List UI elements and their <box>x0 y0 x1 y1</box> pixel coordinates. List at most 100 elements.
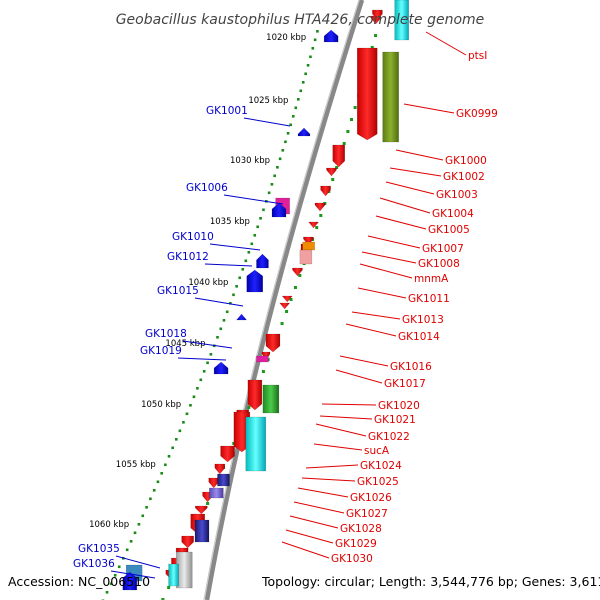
reverse-gene-arrow <box>195 505 208 515</box>
tick-dot <box>216 336 219 339</box>
leader-line <box>425 31 467 56</box>
leader-line <box>335 369 383 384</box>
tick-dot <box>291 115 295 118</box>
purple-gene-block <box>209 487 224 499</box>
reverse-track-dot <box>167 586 171 589</box>
reverse-track-dot <box>293 286 297 289</box>
leader-line <box>289 515 339 529</box>
tick-dot <box>133 531 137 535</box>
gene-label-forward: GK1006 <box>186 182 228 194</box>
tick-label: 1020 kbp <box>266 33 306 43</box>
reverse-gene-arrow <box>247 379 263 411</box>
gene-label-reverse: GK1016 <box>390 361 432 373</box>
gene-label-reverse: GK1020 <box>378 400 420 412</box>
scale-ticks: 1020 kbp 1025 kbp 1030 kbp 1035 kbp 1040 kbp… <box>89 33 306 530</box>
gene-label-reverse: GK1017 <box>384 378 426 390</box>
reverse-track-dot <box>335 166 339 169</box>
tick-dot <box>125 548 129 552</box>
tick-label: 1040 kbp <box>188 278 228 288</box>
tick-dot <box>229 302 232 305</box>
orange-gene-block <box>302 241 315 251</box>
gene-label-reverse: GK1026 <box>350 492 392 504</box>
leader-line <box>403 103 455 114</box>
forward-gene-arrow <box>246 269 264 293</box>
gene-label-forward: GK1036 <box>73 558 115 570</box>
gene-features <box>122 0 409 591</box>
tick-dot <box>178 429 182 433</box>
gene-label-reverse: GK1027 <box>346 508 388 520</box>
reverse-track-dot <box>280 322 284 325</box>
tick-dot <box>316 30 319 33</box>
topology-text: Topology: circular; Length: 3,544,776 bp… <box>261 574 600 589</box>
leader-line <box>115 555 161 569</box>
tick-dot <box>284 140 287 144</box>
tick-dot <box>160 472 163 475</box>
pink-gene-block <box>299 249 313 265</box>
reverse-track-dot <box>315 226 319 229</box>
gene-label-reverse: GK1008 <box>418 258 460 270</box>
leader-line <box>301 477 356 482</box>
tick-dot <box>299 89 303 93</box>
tick-label: 1045 kbp <box>165 339 205 349</box>
gene-labels: GK1001 GK1006 GK1010 GK1012 GK1015 GK1018 GK10… <box>73 50 498 570</box>
tick-dot <box>117 565 121 569</box>
leader-line <box>194 297 244 307</box>
reverse-track-dot <box>342 142 346 145</box>
leader-line <box>319 415 373 420</box>
tick-dot <box>267 191 271 195</box>
navy-gene-block <box>194 519 210 543</box>
reverse-track-dot <box>374 34 378 37</box>
olive-gene-block <box>382 51 399 143</box>
tick-dot <box>137 523 141 526</box>
leader-line <box>361 251 417 264</box>
leader-line <box>243 117 291 127</box>
gene-label-reverse: GK1030 <box>331 553 373 565</box>
leader-line <box>385 181 435 195</box>
reverse-gene-arrow <box>181 535 194 549</box>
tick-dot <box>256 225 259 229</box>
leader-line <box>389 167 442 177</box>
tick-dot <box>202 370 206 373</box>
map-title: Geobacillus kaustophilus HTA426, complet… <box>116 12 485 28</box>
tick-dot <box>209 353 213 356</box>
leader-line <box>339 355 389 367</box>
tick-dot <box>164 463 167 467</box>
gene-label-reverse: sucA <box>364 445 390 457</box>
reverse-gene-arrow <box>308 221 320 229</box>
gene-label-forward: GK1015 <box>157 285 199 297</box>
leader-line <box>313 443 363 451</box>
cyan-gene-block <box>245 416 267 472</box>
reverse-gene-arrow <box>314 202 326 212</box>
reverse-track-dot <box>346 130 350 133</box>
tick-dot <box>289 123 292 127</box>
tick-dot <box>238 276 242 280</box>
gene-label-reverse: GK1002 <box>443 171 485 183</box>
leader-line <box>177 357 227 361</box>
tick-dot <box>270 183 274 186</box>
reverse-track-dot <box>298 274 302 277</box>
gene-label-forward: GK1012 <box>167 251 209 263</box>
tick-dot <box>149 497 152 501</box>
green-gene-block <box>262 384 280 414</box>
gene-label-reverse: GK1028 <box>340 523 382 535</box>
gene-label-reverse: GK1029 <box>335 538 377 550</box>
tick-dot <box>105 591 109 594</box>
forward-gene-arrow <box>236 313 248 321</box>
reverse-gene-arrow <box>326 167 337 177</box>
gene-label-reverse: GK1024 <box>360 460 402 472</box>
tick-dot <box>278 157 282 161</box>
gene-label-reverse: mnmA <box>414 273 449 285</box>
leader-line <box>359 263 413 279</box>
leader-line <box>351 311 401 320</box>
reverse-track-dot <box>319 214 323 217</box>
reverse-track-dot <box>331 178 335 181</box>
tick-label: 1035 kbp <box>210 217 250 227</box>
forward-gene-arrow <box>256 253 269 269</box>
tick-dot <box>167 455 171 458</box>
tick-dot <box>225 310 229 314</box>
tick-dot <box>206 361 209 365</box>
reverse-track-dot <box>370 46 374 49</box>
tick-label: 1030 kbp <box>230 156 270 166</box>
tick-dot <box>152 489 156 492</box>
gene-label-reverse: GK1013 <box>402 314 444 326</box>
